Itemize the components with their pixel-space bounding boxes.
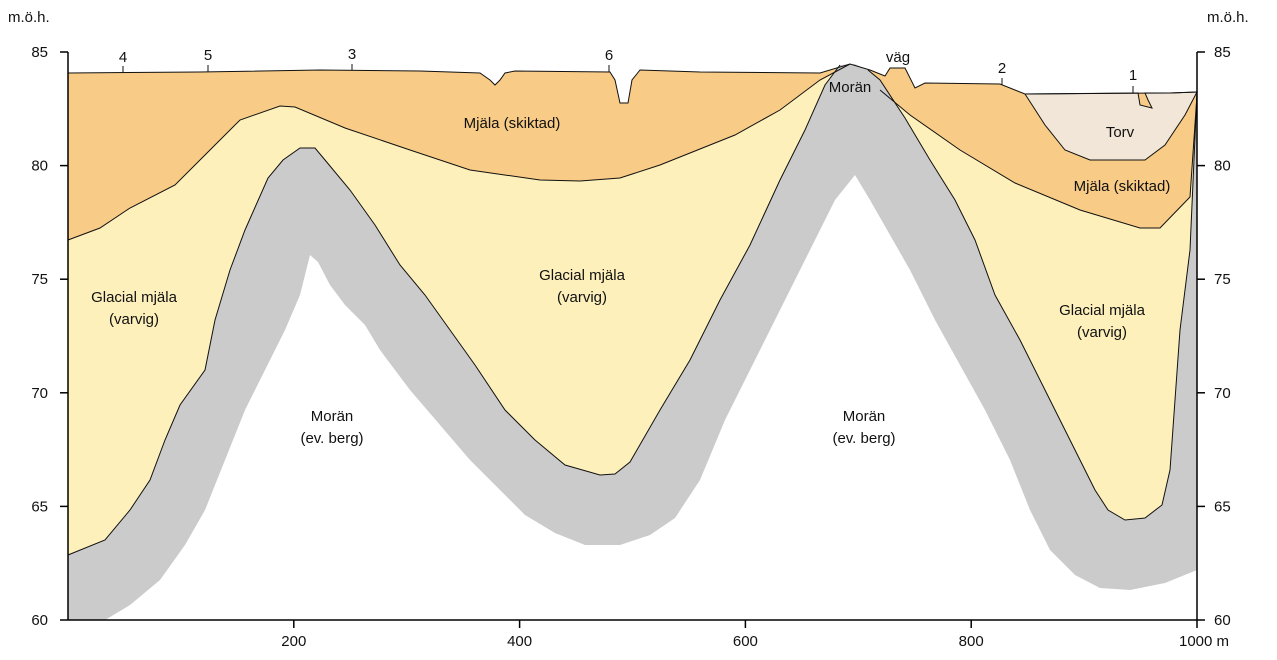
region-label: Morän [829,79,872,96]
region-label: Glacial mjäla [539,267,626,284]
x-tick-label: 800 [959,633,984,650]
site-label: 6 [605,47,613,64]
region-label: Mjäla (skiktad) [464,115,561,132]
site-label: 2 [998,60,1006,77]
y-tick-label: 75 [1214,271,1231,288]
cross-section: m.ö.h. m.ö.h. 4 5 3 6 väg 2 1 Mjäla (ski… [0,0,1277,655]
region-label: (ev. berg) [832,430,895,447]
y-tick-label: 65 [31,498,48,515]
region-label: (ev. berg) [300,430,363,447]
y-tick-label: 85 [1214,44,1231,61]
region-label: Glacial mjäla [1059,302,1146,319]
site-label: väg [886,49,910,66]
y-tick-label: 80 [1214,158,1231,175]
region-label: (varvig) [109,311,159,328]
x-tick-label: 1000 m [1179,633,1229,650]
y-tick-label: 80 [31,158,48,175]
x-tick-label: 600 [733,633,758,650]
region-label: Mjäla (skiktad) [1074,178,1171,195]
region-label: Torv [1106,124,1135,141]
y-tick-label: 60 [1214,612,1231,629]
y-tick-label: 65 [1214,498,1231,515]
x-tick-label: 200 [281,633,306,650]
site-label: 4 [119,49,127,66]
region-label: Glacial mjäla [91,289,178,306]
axis-label: m.ö.h. [1207,9,1249,26]
y-tick-label: 60 [31,612,48,629]
site-label: 5 [204,47,212,64]
x-tick-label: 400 [507,633,532,650]
site-label: 3 [348,46,356,63]
y-tick-label: 70 [1214,385,1231,402]
site-label: 1 [1129,67,1137,84]
region-label: (varvig) [557,289,607,306]
axis-label: m.ö.h. [8,9,50,26]
region-label: Morän [843,408,886,425]
region-label: Morän [311,408,354,425]
y-tick-label: 85 [31,44,48,61]
region-label: (varvig) [1077,324,1127,341]
y-tick-label: 75 [31,271,48,288]
y-tick-label: 70 [31,385,48,402]
